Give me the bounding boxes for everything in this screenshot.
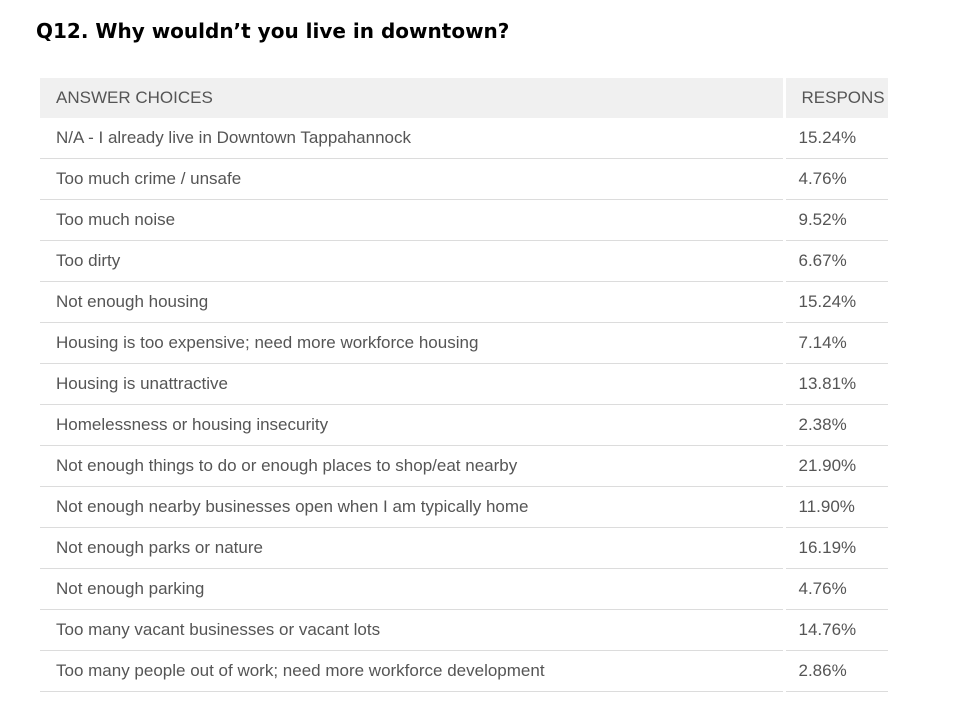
table-row: Housing is too expensive; need more work… [40, 322, 888, 364]
table-row: Not enough parks or nature 16.19% [40, 527, 888, 569]
table-row: Too much noise 9.52% [40, 199, 888, 241]
answer-choice: Too many vacant businesses or vacant lot… [40, 609, 784, 651]
response-percent: 9.52% [782, 199, 888, 241]
answer-choice: Not enough parks or nature [40, 527, 784, 569]
response-percent: 11.90% [782, 486, 888, 528]
results-table: ANSWER CHOICES RESPONS N/A - I already l… [40, 78, 888, 692]
response-percent: 13.81% [782, 363, 888, 405]
response-percent: 21.90% [782, 445, 888, 487]
answer-choice: Not enough things to do or enough places… [40, 445, 784, 487]
response-percent: 6.67% [782, 240, 888, 282]
response-percent: 2.86% [782, 650, 888, 692]
response-percent: 14.76% [782, 609, 888, 651]
answer-choice: Too much crime / unsafe [40, 158, 784, 200]
answer-choice: Not enough nearby businesses open when I… [40, 486, 784, 528]
response-percent: 16.19% [782, 527, 888, 569]
answer-choice: Too much noise [40, 199, 784, 241]
answer-choice: Housing is unattractive [40, 363, 784, 405]
answer-choice: Not enough parking [40, 568, 784, 610]
table-row: Too dirty 6.67% [40, 240, 888, 282]
table-row: Too many people out of work; need more w… [40, 650, 888, 692]
question-title: Q12. Why wouldn’t you live in downtown? [36, 19, 510, 43]
answer-choice: Housing is too expensive; need more work… [40, 322, 784, 364]
response-percent: 4.76% [782, 568, 888, 610]
answer-choice: Too many people out of work; need more w… [40, 650, 784, 692]
header-answer-choices: ANSWER CHOICES [40, 78, 784, 118]
table-row: Not enough parking 4.76% [40, 568, 888, 610]
results-table-container: ANSWER CHOICES RESPONS N/A - I already l… [40, 78, 888, 692]
header-responses: RESPONS [782, 78, 888, 118]
answer-choice: Not enough housing [40, 281, 784, 323]
table-row: Homelessness or housing insecurity 2.38% [40, 404, 888, 446]
response-percent: 4.76% [782, 158, 888, 200]
table-row: Too much crime / unsafe 4.76% [40, 158, 888, 200]
response-percent: 7.14% [782, 322, 888, 364]
table-row: Not enough nearby businesses open when I… [40, 486, 888, 528]
response-percent: 15.24% [782, 281, 888, 323]
response-percent: 2.38% [782, 404, 888, 446]
table-header-row: ANSWER CHOICES RESPONS [40, 78, 888, 118]
table-row: Not enough housing 15.24% [40, 281, 888, 323]
table-row: N/A - I already live in Downtown Tappaha… [40, 118, 888, 159]
answer-choice: Homelessness or housing insecurity [40, 404, 784, 446]
response-percent: 15.24% [782, 118, 888, 159]
answer-choice: Too dirty [40, 240, 784, 282]
table-row: Too many vacant businesses or vacant lot… [40, 609, 888, 651]
table-row: Not enough things to do or enough places… [40, 445, 888, 487]
table-row: Housing is unattractive 13.81% [40, 363, 888, 405]
answer-choice: N/A - I already live in Downtown Tappaha… [40, 118, 784, 159]
